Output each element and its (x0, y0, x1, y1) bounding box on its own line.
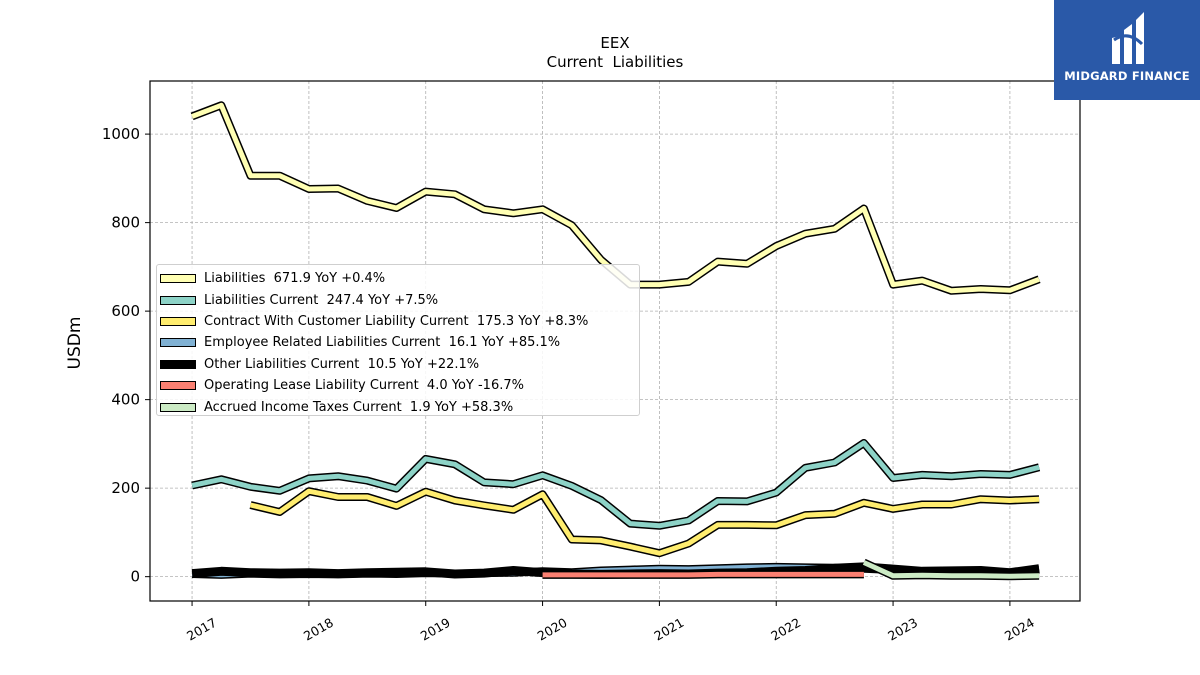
x-tick-label: 2019 (418, 615, 453, 644)
chart-title: EEX (600, 34, 629, 52)
legend-swatch (160, 274, 196, 284)
x-tick-label: 2021 (651, 615, 686, 644)
legend-item: Other Liabilities Current 10.5 YoY +22.1… (157, 354, 639, 375)
legend-item: Employee Related Liabilities Current 16.… (157, 332, 639, 353)
series-1-line (191, 439, 1041, 530)
x-tick-label: 2024 (1002, 615, 1037, 644)
legend-item: Accrued Income Taxes Current 1.9 YoY +58… (157, 396, 639, 417)
y-tick-label: 0 (130, 568, 140, 586)
series-2-line (249, 487, 1040, 558)
y-tick-label: 800 (111, 214, 140, 232)
legend-swatch (160, 359, 196, 369)
series-5-line (542, 570, 864, 579)
y-axis-label: USDm (65, 317, 85, 370)
legend-swatch (160, 295, 196, 305)
legend-label: Operating Lease Liability Current 4.0 Yo… (204, 378, 524, 394)
y-axis-ticks: 0 200 400 600 800 1000 (102, 125, 150, 586)
series-0-line (190, 101, 1041, 295)
y-tick-label: 400 (111, 391, 140, 409)
legend-label: Contract With Customer Liability Current… (204, 313, 589, 329)
series-stroke (191, 102, 1040, 294)
series-stroke (862, 560, 1040, 579)
x-tick-label: 2018 (301, 615, 336, 644)
logo-text: MIDGARD FINANCE (1064, 69, 1190, 83)
logo-mark-icon (1112, 12, 1144, 64)
midgard-finance-logo: MIDGARD FINANCE (1054, 0, 1200, 100)
legend-item: Liabilities Current 247.4 YoY +7.5% (157, 289, 639, 310)
chart-legend: Liabilities 671.9 YoY +0.4% Liabilities C… (156, 264, 640, 416)
legend-item: Liabilities 671.9 YoY +0.4% (157, 268, 639, 289)
y-tick-label: 600 (111, 302, 140, 320)
x-tick-label: 2017 (184, 615, 219, 644)
x-tick-label: 2023 (885, 615, 920, 644)
legend-label: Other Liabilities Current 10.5 YoY +22.1… (204, 356, 480, 372)
x-tick-label: 2022 (768, 615, 803, 644)
x-tick-label: 2020 (535, 615, 570, 644)
series-stroke (191, 440, 1040, 529)
x-axis-ticks: 2017 2018 2019 2020 2021 2022 2023 2024 (184, 601, 1037, 644)
legend-label: Liabilities 671.9 YoY +0.4% (204, 271, 386, 287)
chart-subtitle: Current Liabilities (547, 53, 684, 71)
legend-item: Operating Lease Liability Current 4.0 Yo… (157, 375, 639, 396)
legend-swatch (160, 338, 196, 348)
legend-swatch (160, 316, 196, 326)
legend-label: Liabilities Current 247.4 YoY +7.5% (204, 292, 439, 308)
legend-label: Accrued Income Taxes Current 1.9 YoY +58… (204, 399, 514, 415)
legend-swatch (160, 402, 196, 412)
series-lines (190, 101, 1041, 581)
legend-label: Employee Related Liabilities Current 16.… (204, 335, 561, 351)
series-6-line (862, 558, 1040, 581)
series-outline (190, 101, 1041, 295)
series-stroke (249, 488, 1040, 556)
plot-frame (149, 80, 1081, 602)
series-stroke (542, 571, 864, 578)
y-tick-label: 1000 (102, 125, 140, 143)
y-tick-label: 200 (111, 479, 140, 497)
legend-item: Contract With Customer Liability Current… (157, 311, 639, 332)
legend-swatch (160, 381, 196, 391)
